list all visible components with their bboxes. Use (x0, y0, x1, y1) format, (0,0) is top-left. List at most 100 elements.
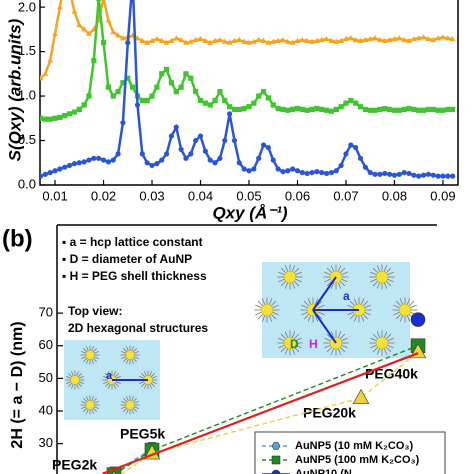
marker (357, 155, 364, 161)
marker (246, 39, 252, 45)
marker (396, 35, 403, 41)
marker (71, 8, 78, 14)
marker (188, 75, 194, 81)
ligand (280, 346, 287, 353)
marker (362, 36, 369, 43)
ligand (372, 280, 379, 287)
ligand (134, 356, 139, 359)
marker (231, 106, 238, 112)
ligand (83, 348, 88, 353)
marker (81, 159, 87, 165)
marker (120, 120, 126, 126)
marker (168, 37, 175, 43)
ligand (92, 357, 97, 362)
marker (381, 37, 388, 43)
marker (159, 157, 165, 163)
marker (212, 97, 218, 104)
ligand (83, 357, 88, 362)
ligand (284, 331, 289, 338)
ligand (92, 398, 97, 403)
marker (134, 102, 141, 108)
marker (440, 173, 446, 179)
ligand (77, 373, 82, 378)
marker (173, 89, 179, 95)
marker (251, 100, 257, 106)
ligand (131, 396, 134, 401)
legend-label: AuNP5 (100 mM K₂CO₃) (295, 454, 420, 466)
x-tick-label: 0.04 (188, 188, 213, 203)
marker (81, 26, 87, 32)
marker (435, 107, 441, 113)
marker (202, 148, 208, 154)
marker (144, 160, 150, 166)
ligand (295, 337, 302, 342)
ligand (272, 311, 279, 316)
inset-title: 2D hexagonal structures (68, 321, 208, 335)
ligand (144, 384, 147, 389)
ligand (303, 300, 310, 307)
x-tick-label: 0.01 (42, 188, 67, 203)
marker (226, 39, 233, 45)
series-line (40, 0, 453, 121)
series-line (102, 352, 419, 474)
ligand (383, 331, 388, 338)
marker (382, 105, 388, 112)
marker (173, 124, 179, 130)
ligand (144, 371, 147, 376)
marker (241, 38, 248, 44)
marker (420, 172, 427, 178)
ligand (316, 313, 323, 320)
ligand (301, 304, 308, 309)
marker (415, 35, 422, 41)
ligand (376, 331, 381, 338)
marker (231, 37, 238, 43)
marker (193, 89, 199, 95)
marker (183, 39, 189, 45)
ligand (341, 344, 348, 349)
nanoparticle (125, 400, 135, 410)
marker (411, 172, 417, 178)
marker (450, 173, 456, 179)
nanoparticle (375, 270, 389, 284)
panel-label: (b) (2, 225, 33, 252)
ligand (132, 398, 137, 403)
marker (149, 37, 155, 43)
marker (207, 102, 213, 108)
marker (420, 107, 427, 113)
marker (285, 168, 291, 174)
ligand (399, 298, 404, 305)
ligand (121, 351, 126, 354)
ligand (341, 271, 348, 276)
ligand (284, 265, 289, 272)
inset-label: D (290, 337, 299, 351)
marker (197, 36, 204, 42)
ligand (330, 265, 335, 272)
point-label: PEG2k (52, 457, 97, 473)
marker (318, 36, 325, 43)
marker (76, 160, 82, 166)
ligand (79, 381, 84, 384)
ligand (408, 300, 415, 307)
marker (430, 172, 436, 178)
ligand (349, 313, 356, 320)
ligand (360, 315, 365, 322)
marker (115, 32, 121, 38)
ligand (385, 267, 392, 274)
ligand (410, 304, 417, 309)
ligand (330, 331, 335, 338)
marker (270, 102, 276, 108)
ligand (150, 382, 155, 387)
insets (64, 262, 418, 420)
marker (411, 36, 417, 42)
ligand (395, 313, 402, 320)
marker (66, 162, 73, 169)
ligand (360, 298, 365, 305)
ligand (94, 356, 99, 359)
ligand (406, 298, 411, 305)
ligand (76, 384, 79, 389)
marker (285, 107, 291, 113)
marker (71, 161, 78, 167)
legend-box (254, 431, 446, 474)
marker (168, 80, 175, 86)
marker (357, 37, 364, 43)
